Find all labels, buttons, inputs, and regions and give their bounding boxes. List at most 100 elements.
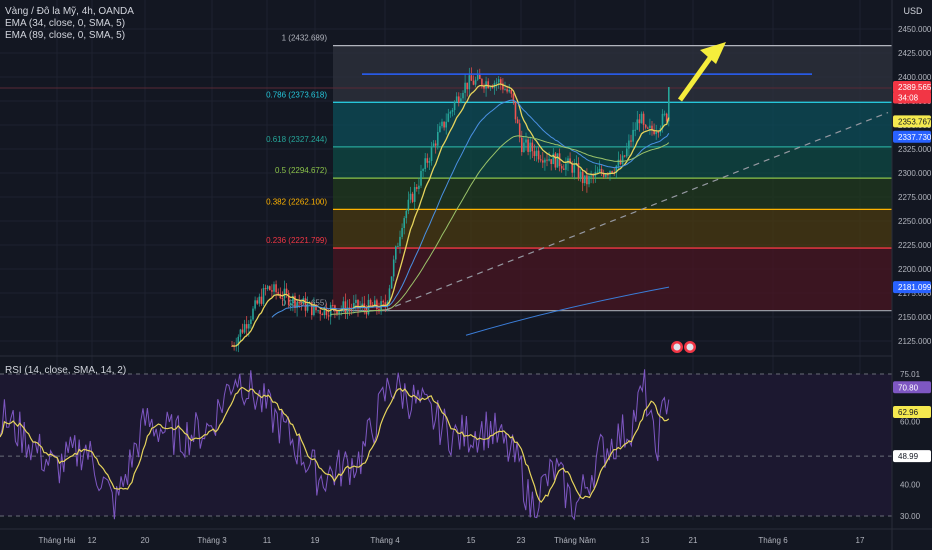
candle-body <box>628 140 630 149</box>
candle-body <box>663 113 666 115</box>
price-tick-label: 2200.000 <box>898 265 932 274</box>
candle-body <box>304 298 307 311</box>
candle-body <box>317 310 319 312</box>
candle-body <box>355 299 357 303</box>
fib-zone <box>333 178 892 210</box>
candle-body <box>502 83 504 90</box>
rsi-tick-label: 75.01 <box>900 370 921 379</box>
candle-body <box>390 276 393 289</box>
candle-body <box>332 305 334 307</box>
candle-body <box>630 140 632 142</box>
ema89-label: EMA (89, close, 0, SMA, 5) <box>5 30 126 41</box>
sma-slow-line <box>465 286 670 336</box>
candle-body <box>451 110 454 112</box>
candle-body <box>495 82 498 84</box>
candle-body <box>430 146 433 162</box>
price-tag-bg <box>893 281 931 294</box>
time-tick-label: 20 <box>141 536 150 545</box>
candle-body <box>353 302 355 309</box>
candle-body <box>466 82 468 90</box>
candle-body <box>271 290 273 292</box>
price-tick-label: 2400.000 <box>898 73 932 82</box>
candle-body <box>596 171 599 173</box>
candle-body <box>476 74 479 80</box>
candle-body <box>632 129 634 142</box>
price-tag: 2389.565 <box>898 83 932 92</box>
candle-body <box>518 123 521 138</box>
candle-body <box>668 87 670 122</box>
time-tick-label: 21 <box>689 536 698 545</box>
time-tick-label: 17 <box>856 536 865 545</box>
candle-body <box>424 158 426 170</box>
candle-body <box>581 171 584 184</box>
candle-body <box>640 113 643 124</box>
candle-body <box>321 313 324 316</box>
candle-body <box>653 129 655 135</box>
time-tick-label: 12 <box>88 536 97 545</box>
candle-body <box>439 126 441 132</box>
candle-body <box>523 142 525 153</box>
rsi-label: RSI (14, close, SMA, 14, 2) <box>5 365 127 376</box>
candle-body <box>313 304 315 316</box>
currency-button[interactable]: USD <box>903 6 923 16</box>
candle-body <box>468 75 471 90</box>
candle-body <box>464 82 466 93</box>
candle-body <box>323 307 326 316</box>
candle-body <box>296 302 298 308</box>
candle-body <box>336 310 338 315</box>
candle-body <box>418 185 420 189</box>
candle-body <box>647 127 649 129</box>
candle-body <box>644 124 647 128</box>
candle-body <box>626 148 628 157</box>
candle-body <box>388 288 391 302</box>
fib-label: 0.382 (2262.100) <box>266 197 327 206</box>
candle-body <box>258 296 261 304</box>
candle-body <box>348 307 351 309</box>
candle-body <box>243 324 246 333</box>
target-arrow <box>677 56 713 102</box>
fib-label: 0.5 (2294.672) <box>275 166 327 175</box>
candle-body <box>441 121 443 127</box>
candle-body <box>315 304 317 311</box>
fib-label: 0 (2156.655) <box>282 299 328 308</box>
candle-body <box>369 299 372 305</box>
candle-body <box>294 295 296 308</box>
time-tick-label: Tháng Năm <box>554 536 596 545</box>
candle-body <box>607 174 609 176</box>
candle-body <box>508 90 510 92</box>
candle-body <box>416 187 418 189</box>
candle-body <box>665 113 668 122</box>
candle-body <box>411 193 414 202</box>
fib-zone <box>333 248 892 311</box>
candle-body <box>449 111 452 114</box>
time-tick-label: 15 <box>467 536 476 545</box>
candle-body <box>443 121 445 128</box>
candle-body <box>500 79 502 84</box>
price-tag-bg <box>893 81 931 94</box>
candle-body <box>397 246 399 248</box>
candle-body <box>525 139 527 143</box>
candle-body <box>542 160 544 163</box>
fib-zone <box>333 102 892 147</box>
candle-body <box>565 163 567 170</box>
candle-body <box>285 288 288 293</box>
candle-body <box>405 210 408 219</box>
trend-line <box>384 111 889 311</box>
candle-body <box>384 302 387 308</box>
price-tag: 34:08 <box>898 94 919 103</box>
candle-body <box>497 79 500 83</box>
candle-body <box>264 288 267 290</box>
candle-body <box>479 74 481 80</box>
candle-body <box>319 310 321 314</box>
candle-body <box>300 302 303 304</box>
candle-body <box>586 175 588 185</box>
candle-body <box>539 159 542 161</box>
candle-body <box>634 129 636 131</box>
candle-body <box>248 323 250 329</box>
candle-body <box>392 259 395 277</box>
candle-body <box>413 187 416 202</box>
candle-body <box>533 151 536 157</box>
candle-body <box>489 87 492 89</box>
price-tag: 2353.767 <box>898 117 932 126</box>
